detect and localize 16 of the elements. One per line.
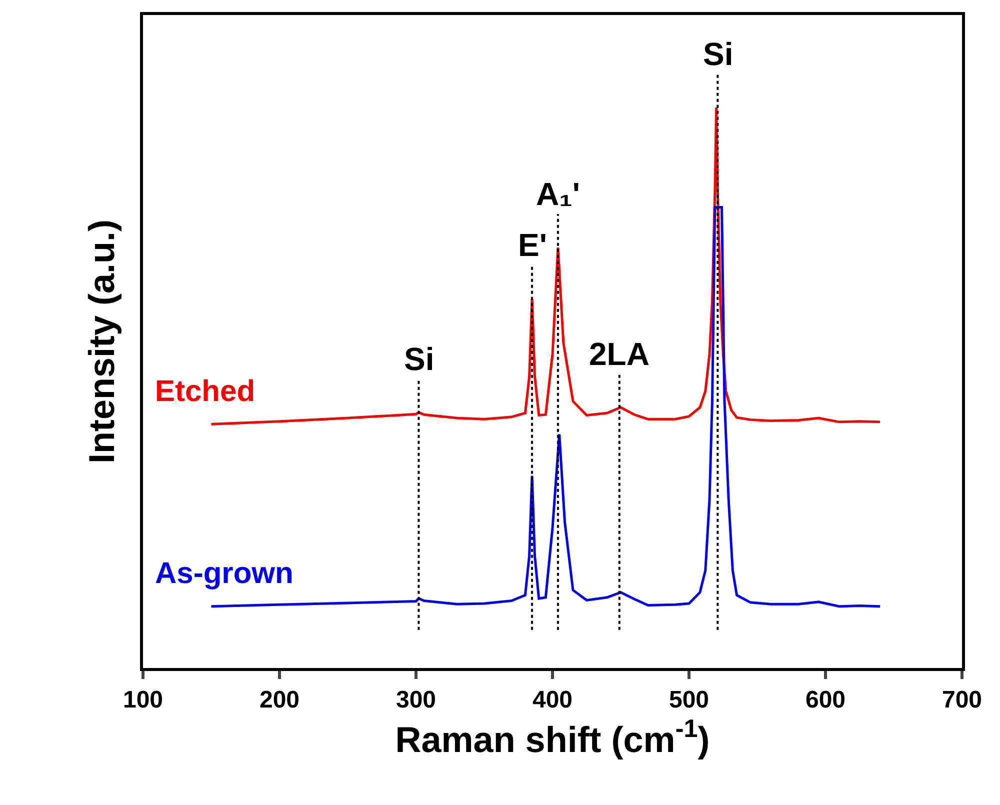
x-tick-label: 700 bbox=[942, 686, 982, 714]
ref-line-label: E' bbox=[518, 227, 547, 263]
x-tick-label: 200 bbox=[259, 686, 300, 714]
x-tick-label: 400 bbox=[532, 686, 573, 714]
x-tick-label: 300 bbox=[396, 686, 436, 714]
series-label: Etched bbox=[155, 375, 256, 408]
ref-line-label: Si bbox=[404, 341, 434, 377]
series-label: As-grown bbox=[155, 557, 294, 590]
x-tick-label: 500 bbox=[668, 686, 710, 714]
ref-line-label: 2LA bbox=[589, 336, 650, 372]
ref-line-label: A₁' bbox=[536, 176, 580, 212]
x-tick-label: 100 bbox=[122, 686, 164, 714]
x-tick-label: 600 bbox=[805, 686, 846, 714]
ref-line-label: Si bbox=[703, 36, 734, 72]
y-axis-title: Intensity (a.u.) bbox=[81, 219, 122, 464]
x-axis-title: Raman shift (cm$^{-1}$) bbox=[395, 715, 710, 760]
